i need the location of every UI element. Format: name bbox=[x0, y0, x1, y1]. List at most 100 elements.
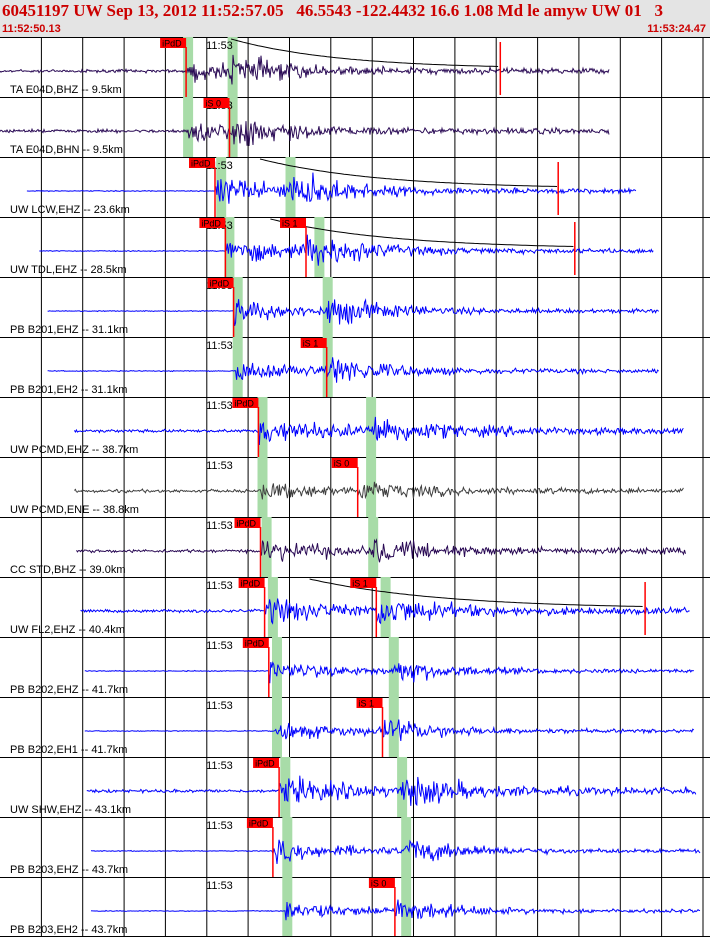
s-pick-label: iS 0 bbox=[206, 99, 222, 109]
s-pick-window bbox=[401, 877, 412, 937]
p-pick-window bbox=[257, 457, 268, 517]
event-header: 60451197 UW Sep 13, 2012 11:52:57.05 46.… bbox=[0, 0, 710, 37]
p-pick-label: iPdD bbox=[255, 759, 275, 769]
s-pick-window bbox=[366, 457, 377, 517]
station-label: PB B201,EH2 -- 31.1km bbox=[10, 384, 127, 396]
waveform-trace bbox=[0, 121, 610, 147]
minute-tick-label: 11:53 bbox=[206, 460, 233, 472]
station-label: CC STD,BHZ -- 39.0km bbox=[10, 564, 126, 576]
s-pick-flag bbox=[368, 878, 395, 888]
s-pick-window bbox=[388, 697, 399, 757]
waveform-trace bbox=[74, 481, 684, 500]
waveform-trace bbox=[76, 538, 686, 563]
p-pick-flag bbox=[246, 818, 273, 828]
p-pick-window bbox=[183, 37, 194, 97]
waveform-trace bbox=[47, 357, 659, 383]
s-pick-window bbox=[380, 577, 391, 637]
window-start-time: 11:52:50.13 bbox=[2, 23, 61, 35]
s-pick-window bbox=[366, 397, 377, 457]
s-pick-window bbox=[322, 277, 333, 337]
minute-tick-label: 11:53 bbox=[206, 580, 233, 592]
waveform-trace bbox=[47, 298, 659, 327]
minute-tick-label: 11:53 bbox=[206, 820, 233, 832]
s-pick-flag bbox=[350, 578, 377, 588]
waveform-trace bbox=[84, 661, 694, 684]
s-pick-label: iS 1 bbox=[359, 699, 375, 709]
p-pick-window bbox=[282, 817, 293, 877]
s-pick-flag bbox=[203, 98, 230, 108]
s-pick-window bbox=[388, 637, 399, 697]
waveform-trace bbox=[26, 172, 637, 204]
waveform-trace bbox=[80, 598, 690, 625]
p-pick-window bbox=[232, 337, 243, 397]
coda-fit-curve bbox=[270, 218, 574, 247]
p-pick-label: iPdD bbox=[245, 639, 265, 649]
s-pick-flag bbox=[331, 458, 358, 468]
waveform-trace bbox=[86, 775, 697, 807]
p-pick-flag bbox=[253, 758, 280, 768]
p-pick-flag bbox=[242, 638, 269, 648]
station-label: UW LCW,EHZ -- 23.6km bbox=[10, 204, 130, 216]
waveform-trace bbox=[0, 54, 610, 85]
p-pick-flag bbox=[238, 578, 265, 588]
station-label: PB B203,EH2 -- 43.7km bbox=[10, 924, 127, 936]
s-pick-window bbox=[368, 517, 379, 577]
p-pick-label: iPdD bbox=[234, 399, 254, 409]
coda-fit-curve bbox=[259, 158, 558, 187]
s-pick-label: iS 1 bbox=[303, 339, 319, 349]
p-pick-label: iPdD bbox=[237, 519, 257, 529]
station-label: TA E04D,BHN -- 9.5km bbox=[10, 144, 123, 156]
p-pick-flag bbox=[199, 218, 226, 228]
station-label: PB B202,EHZ -- 41.7km bbox=[10, 684, 128, 696]
station-label: PB B201,EHZ -- 31.1km bbox=[10, 324, 128, 336]
s-pick-label: iS 1 bbox=[282, 219, 298, 229]
p-pick-label: iPdD bbox=[162, 39, 182, 49]
p-pick-window bbox=[272, 637, 282, 697]
p-pick-flag bbox=[232, 398, 259, 408]
p-pick-window bbox=[272, 697, 282, 757]
s-pick-window bbox=[322, 337, 333, 397]
p-pick-label: iPdD bbox=[191, 159, 211, 169]
waveform-trace bbox=[84, 719, 695, 741]
station-label: UW TDL,EHZ -- 28.5km bbox=[10, 264, 127, 276]
minute-tick-label: 11:53 bbox=[206, 760, 233, 772]
p-pick-flag bbox=[160, 38, 187, 48]
minute-tick-label: 11:53 bbox=[206, 700, 233, 712]
minute-tick-label: 11:53 bbox=[206, 340, 233, 352]
s-pick-flag bbox=[300, 338, 327, 348]
waveform-trace bbox=[73, 416, 684, 446]
waveform-trace bbox=[39, 234, 654, 266]
p-pick-label: iPdD bbox=[249, 819, 269, 829]
station-label: UW FL2,EHZ -- 40.4km bbox=[10, 624, 125, 636]
p-pick-flag bbox=[189, 158, 215, 168]
s-pick-label: iS 1 bbox=[352, 579, 368, 589]
s-pick-flag bbox=[356, 698, 383, 708]
s-pick-label: iS 0 bbox=[371, 879, 387, 889]
window-end-time: 11:53:24.47 bbox=[647, 23, 706, 35]
event-title: 60451197 UW Sep 13, 2012 11:52:57.05 46.… bbox=[2, 1, 663, 20]
p-pick-flag bbox=[207, 278, 234, 288]
station-label: TA E04D,BHZ -- 9.5km bbox=[10, 84, 122, 96]
s-pick-flag bbox=[280, 218, 306, 228]
p-pick-window bbox=[183, 97, 194, 157]
station-label: UW PCMD,ENE -- 38.8km bbox=[10, 504, 139, 516]
p-pick-label: iPdD bbox=[201, 219, 221, 229]
station-label: UW SHW,EHZ -- 43.1km bbox=[10, 804, 131, 816]
p-pick-label: iPdD bbox=[210, 279, 230, 289]
minute-tick-label: 11:53 bbox=[206, 520, 233, 532]
station-label: UW PCMD,EHZ -- 38.7km bbox=[10, 444, 138, 456]
coda-fit-curve bbox=[230, 38, 499, 67]
minute-tick-label: 11:53 bbox=[206, 880, 233, 892]
p-pick-flag bbox=[234, 518, 261, 528]
minute-tick-label: 11:53 bbox=[206, 40, 233, 52]
s-pick-window bbox=[285, 157, 296, 217]
station-label: PB B202,EH1 -- 41.7km bbox=[10, 744, 127, 756]
minute-tick-label: 11:53 bbox=[206, 640, 233, 652]
s-pick-window bbox=[314, 217, 325, 277]
waveform-trace bbox=[91, 839, 701, 864]
p-pick-label: iPdD bbox=[241, 579, 261, 589]
p-pick-window bbox=[267, 577, 278, 637]
minute-tick-label: 11:53 bbox=[206, 400, 233, 412]
s-pick-label: iS 0 bbox=[334, 459, 350, 469]
